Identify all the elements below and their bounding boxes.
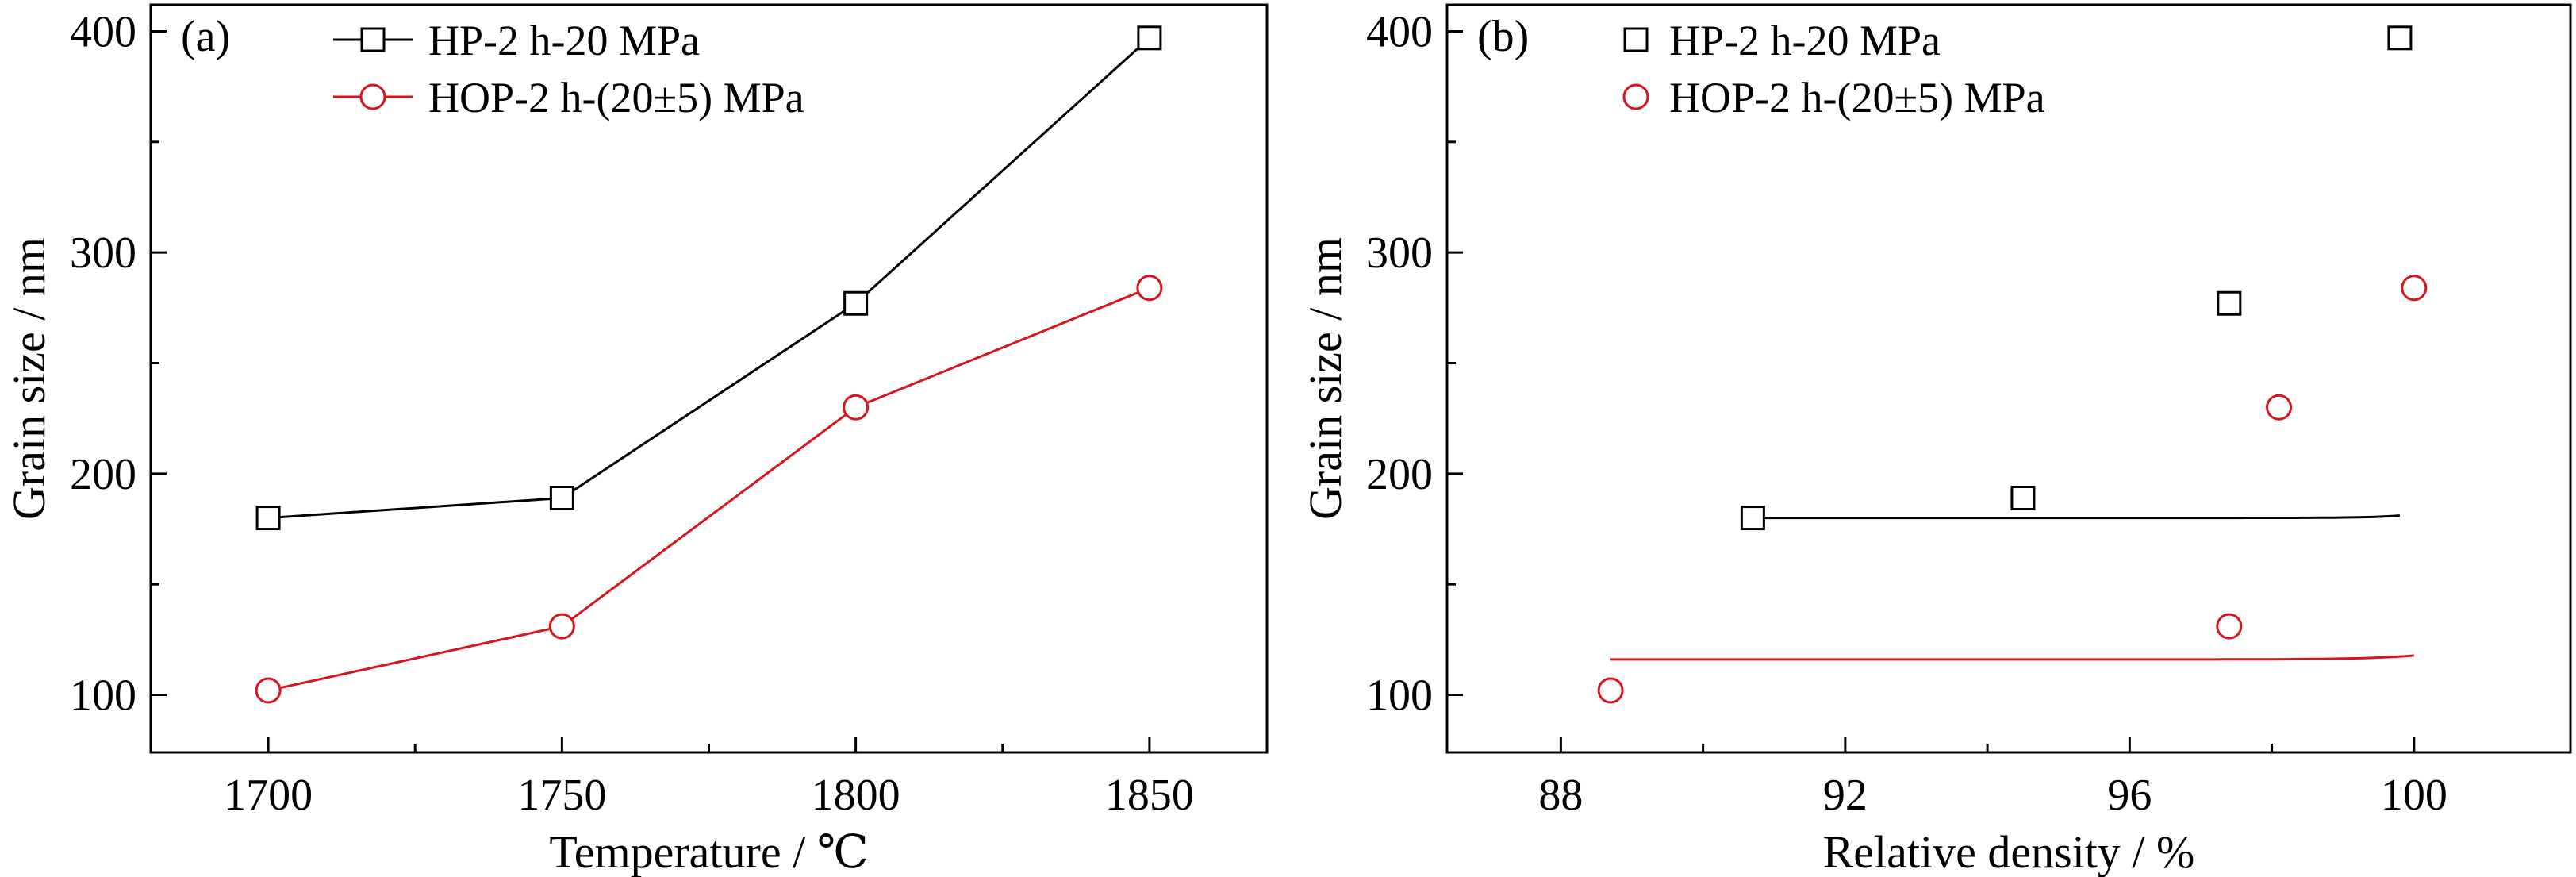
- x-tick-label: 88: [1538, 771, 1583, 820]
- data-point: [2401, 275, 2428, 302]
- panel-label: (b): [1477, 12, 1529, 61]
- y-tick-label: 100: [70, 671, 136, 721]
- x-tick-label: 100: [2381, 771, 2447, 820]
- series-hp: [1740, 25, 2413, 531]
- x-axis-title: Relative density / %: [1823, 826, 2195, 877]
- data-point: [843, 290, 869, 316]
- x-tick-label: 96: [2107, 771, 2152, 820]
- data-point: [549, 485, 574, 510]
- panel-b-chart: 88 92 96 100 100 200 300 400 Relative density / …: [1300, 3, 2572, 877]
- y-axis-title: Grain size / nm: [1300, 237, 1351, 520]
- legend-marker: [1623, 27, 1649, 52]
- series-line: [268, 37, 1150, 520]
- series-hop: [1597, 275, 2428, 704]
- legend-marker: [359, 83, 386, 110]
- data-point: [2266, 394, 2293, 421]
- legend-label: HOP-2 h-(20±5) MPa: [428, 74, 804, 121]
- legend-marker: [1622, 83, 1649, 110]
- data-point: [255, 677, 282, 704]
- y-tick-label: 300: [70, 229, 136, 278]
- data-point: [2216, 613, 2243, 640]
- y-tick-label: 200: [70, 450, 136, 499]
- legend-marker: [360, 27, 386, 52]
- fit-curve: [1753, 514, 2401, 520]
- panel-a-chart: 1700 1750 1800 1850 100 200 300 400 Temperature …: [3, 3, 1269, 877]
- fit-curve: [1610, 654, 2414, 661]
- data-point: [1597, 677, 1624, 704]
- y-tick-label: 400: [70, 7, 136, 56]
- x-tick-label: 1850: [1105, 771, 1194, 820]
- plot-frame: [1445, 3, 2572, 754]
- series-hop: [255, 275, 1163, 704]
- y-tick-label: 400: [1366, 7, 1433, 56]
- data-point: [548, 613, 575, 640]
- x-tick-label: 1750: [517, 771, 606, 820]
- data-point: [1137, 25, 1162, 51]
- series-line: [267, 287, 1150, 692]
- data-point: [255, 506, 281, 531]
- legend-label: HP-2 h-20 MPa: [428, 17, 700, 64]
- x-tick-label: 1800: [812, 771, 900, 820]
- legend: HP-2 h-20 MPa HOP-2 h-(20±5) MPa: [1622, 17, 2045, 121]
- y-tick-label: 300: [1366, 229, 1433, 278]
- data-point: [1740, 506, 1765, 531]
- legend: HP-2 h-20 MPa HOP-2 h-(20±5) MPa: [333, 17, 804, 121]
- data-point: [1136, 275, 1163, 302]
- y-tick-label: 100: [1366, 671, 1433, 721]
- data-point: [2217, 290, 2242, 316]
- x-axis-title: Temperature / ℃: [549, 826, 868, 877]
- legend-label: HP-2 h-20 MPa: [1669, 17, 1941, 64]
- x-tick-label: 92: [1823, 771, 1868, 820]
- x-tick-label: 1700: [224, 771, 313, 820]
- data-point: [843, 394, 870, 421]
- series-hp: [255, 25, 1162, 531]
- y-axis-title: Grain size / nm: [3, 237, 55, 520]
- data-point: [2387, 25, 2413, 51]
- y-tick-label: 200: [1366, 450, 1433, 499]
- data-point: [2010, 485, 2036, 510]
- panel-label: (a): [181, 12, 230, 61]
- legend-label: HOP-2 h-(20±5) MPa: [1669, 74, 2045, 121]
